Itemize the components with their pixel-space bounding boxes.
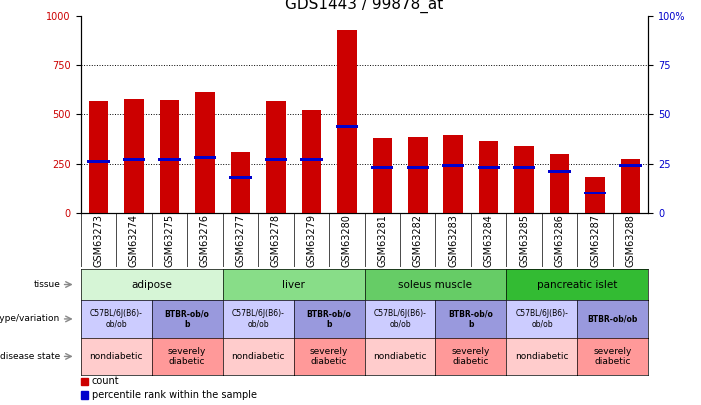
Bar <box>548 170 571 173</box>
Text: BTBR-ob/o
b: BTBR-ob/o b <box>165 309 210 328</box>
Bar <box>407 166 429 169</box>
Text: severely
diabetic: severely diabetic <box>168 347 206 366</box>
Bar <box>160 100 179 213</box>
Text: GSM63285: GSM63285 <box>519 214 529 267</box>
Bar <box>266 101 285 213</box>
Text: disease state: disease state <box>0 352 60 361</box>
Bar <box>444 135 463 213</box>
Text: adipose: adipose <box>131 279 172 290</box>
Text: nondiabetic: nondiabetic <box>515 352 569 361</box>
Text: severely
diabetic: severely diabetic <box>452 347 490 366</box>
Text: C57BL/6J(B6)-
ob/ob: C57BL/6J(B6)- ob/ob <box>515 309 569 328</box>
Text: GSM63282: GSM63282 <box>413 214 423 267</box>
Bar <box>515 146 534 213</box>
Text: pancreatic islet: pancreatic islet <box>537 279 618 290</box>
Text: GSM63284: GSM63284 <box>484 214 494 266</box>
Text: severely
diabetic: severely diabetic <box>594 347 632 366</box>
Bar <box>81 391 88 399</box>
Bar <box>621 159 641 213</box>
Bar <box>300 158 322 161</box>
Text: nondiabetic: nondiabetic <box>89 352 143 361</box>
Text: GSM63273: GSM63273 <box>93 214 103 267</box>
Text: tissue: tissue <box>33 280 60 289</box>
Text: GSM63275: GSM63275 <box>164 214 175 267</box>
Bar <box>550 153 569 213</box>
Bar <box>442 164 465 167</box>
Text: GSM63280: GSM63280 <box>342 214 352 266</box>
Text: GSM63274: GSM63274 <box>129 214 139 267</box>
Text: BTBR-ob/o
b: BTBR-ob/o b <box>449 309 494 328</box>
Bar <box>585 177 605 213</box>
Text: C57BL/6J(B6)-
ob/ob: C57BL/6J(B6)- ob/ob <box>374 309 426 328</box>
Text: percentile rank within the sample: percentile rank within the sample <box>92 390 257 400</box>
Text: GSM63281: GSM63281 <box>377 214 387 266</box>
Text: BTBR-ob/ob: BTBR-ob/ob <box>587 314 638 324</box>
Bar <box>513 166 536 169</box>
Bar <box>88 101 108 213</box>
Title: GDS1443 / 99878_at: GDS1443 / 99878_at <box>285 0 444 13</box>
Text: nondiabetic: nondiabetic <box>231 352 285 361</box>
Text: GSM63278: GSM63278 <box>271 214 281 267</box>
Bar <box>81 378 88 385</box>
Bar <box>229 176 252 179</box>
Bar <box>371 166 393 169</box>
Bar <box>231 152 250 213</box>
Bar <box>158 158 181 161</box>
Text: soleus muscle: soleus muscle <box>398 279 472 290</box>
Bar <box>372 138 392 213</box>
Text: GSM63279: GSM63279 <box>306 214 316 267</box>
Text: BTBR-ob/o
b: BTBR-ob/o b <box>306 309 351 328</box>
Text: nondiabetic: nondiabetic <box>373 352 427 361</box>
Bar <box>87 160 109 163</box>
Text: GSM63288: GSM63288 <box>626 214 636 266</box>
Text: C57BL/6J(B6)-
ob/ob: C57BL/6J(B6)- ob/ob <box>231 309 285 328</box>
Bar <box>124 99 144 213</box>
Text: liver: liver <box>282 279 305 290</box>
Bar <box>193 156 216 159</box>
Bar <box>195 92 215 213</box>
Bar <box>336 125 358 128</box>
Text: GSM63277: GSM63277 <box>236 214 245 267</box>
Text: GSM63287: GSM63287 <box>590 214 600 267</box>
Bar <box>301 111 321 213</box>
Bar <box>337 30 357 213</box>
Text: GSM63283: GSM63283 <box>448 214 458 266</box>
Bar <box>264 158 287 161</box>
Bar <box>477 166 500 169</box>
Bar <box>584 192 606 194</box>
Text: C57BL/6J(B6)-
ob/ob: C57BL/6J(B6)- ob/ob <box>90 309 142 328</box>
Bar <box>620 164 642 167</box>
Text: genotype/variation: genotype/variation <box>0 314 60 324</box>
Text: severely
diabetic: severely diabetic <box>310 347 348 366</box>
Text: count: count <box>92 376 119 386</box>
Text: GSM63276: GSM63276 <box>200 214 210 267</box>
Bar <box>123 158 145 161</box>
Bar <box>479 141 498 213</box>
Text: GSM63286: GSM63286 <box>554 214 565 266</box>
Bar <box>408 137 428 213</box>
